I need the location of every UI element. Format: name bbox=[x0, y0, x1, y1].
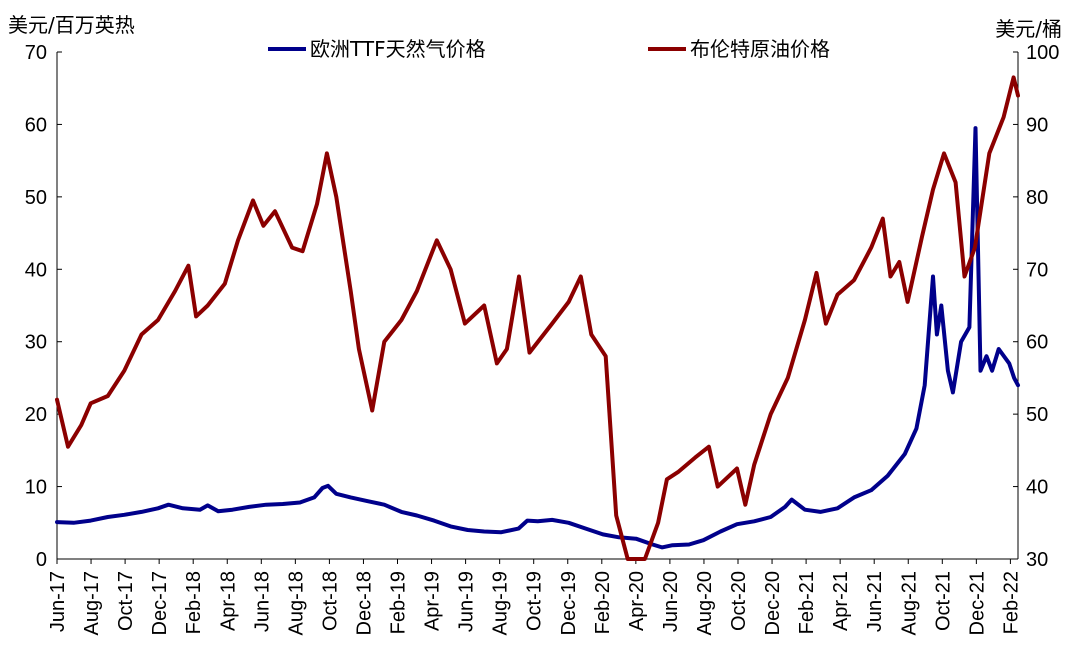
right-axis: 30 40 50 60 70 80 90 100 bbox=[1013, 42, 1059, 571]
right-tick-label: 80 bbox=[1026, 187, 1048, 209]
left-tick-label: 10 bbox=[25, 477, 47, 499]
x-tick-label: Jun-17 bbox=[47, 571, 69, 632]
legend-label-ttf: 欧洲TTF天然气价格 bbox=[310, 37, 486, 61]
x-tick-label: Apr-20 bbox=[626, 571, 648, 631]
x-tick-label: Oct-20 bbox=[728, 571, 750, 631]
left-axis: 0 10 20 30 40 50 60 70 bbox=[25, 42, 62, 571]
x-tick-label: Jun-20 bbox=[660, 571, 682, 632]
right-tick-label: 70 bbox=[1026, 259, 1048, 281]
left-tick-label: 70 bbox=[25, 42, 47, 64]
x-tick-label: Feb-22 bbox=[1000, 571, 1022, 634]
x-tick-label: Oct-19 bbox=[524, 571, 546, 631]
x-tick-label: Oct-17 bbox=[115, 571, 137, 631]
series-line-brent bbox=[55, 75, 1020, 561]
right-tick-label: 90 bbox=[1026, 114, 1048, 136]
left-axis-unit: 美元/百万英热 bbox=[8, 13, 135, 37]
x-tick-label: Aug-18 bbox=[285, 571, 307, 636]
right-tick-label: 40 bbox=[1026, 477, 1048, 499]
x-tick-label: Oct-21 bbox=[932, 571, 954, 631]
x-tick-label: Dec-19 bbox=[558, 571, 580, 635]
right-axis-unit: 美元/桶 bbox=[995, 17, 1062, 41]
left-tick-label: 0 bbox=[36, 549, 47, 571]
x-tick-label: Aug-21 bbox=[898, 571, 920, 636]
x-tick-label: Apr-19 bbox=[422, 571, 444, 631]
x-tick-label: Dec-21 bbox=[966, 571, 988, 635]
right-tick-label: 60 bbox=[1026, 332, 1048, 354]
left-tick-label: 30 bbox=[25, 332, 47, 354]
x-tick-label: Feb-18 bbox=[183, 571, 205, 634]
series-layer bbox=[55, 75, 1020, 561]
series-line-ttf bbox=[55, 126, 1020, 550]
left-tick-label: 20 bbox=[25, 404, 47, 426]
x-tick-label: Aug-19 bbox=[490, 571, 512, 636]
x-tick-label: Apr-21 bbox=[830, 571, 852, 631]
left-tick-label: 40 bbox=[25, 259, 47, 281]
x-tick-label: Oct-18 bbox=[319, 571, 341, 631]
x-tick-label: Jun-21 bbox=[864, 571, 886, 632]
right-tick-label: 30 bbox=[1026, 549, 1048, 571]
left-tick-label: 50 bbox=[25, 187, 47, 209]
x-tick-label: Dec-20 bbox=[762, 571, 784, 635]
legend: 欧洲TTF天然气价格 布伦特原油价格 bbox=[268, 37, 830, 61]
right-tick-label: 50 bbox=[1026, 404, 1048, 426]
x-tick-label: Jun-19 bbox=[456, 571, 478, 632]
plot-frame bbox=[56, 52, 1019, 560]
x-tick-label: Jun-18 bbox=[251, 571, 273, 632]
x-tick-label: Feb-20 bbox=[592, 571, 614, 634]
x-tick-label: Aug-20 bbox=[694, 571, 716, 636]
x-tick-label: Dec-18 bbox=[353, 571, 375, 635]
right-tick-label: 100 bbox=[1026, 42, 1059, 64]
left-tick-label: 60 bbox=[25, 114, 47, 136]
x-tick-label: Feb-21 bbox=[796, 571, 818, 634]
x-tick-label: Feb-19 bbox=[388, 571, 410, 634]
x-tick-label: Apr-18 bbox=[217, 571, 239, 631]
x-axis: Jun-17 Aug-17 Oct-17 Dec-17 Feb-18 Apr-18 Jun-… bbox=[47, 559, 1022, 636]
x-tick-label: Dec-17 bbox=[149, 571, 171, 635]
x-tick-label: Aug-17 bbox=[81, 571, 103, 636]
legend-label-brent: 布伦特原油价格 bbox=[690, 37, 830, 61]
